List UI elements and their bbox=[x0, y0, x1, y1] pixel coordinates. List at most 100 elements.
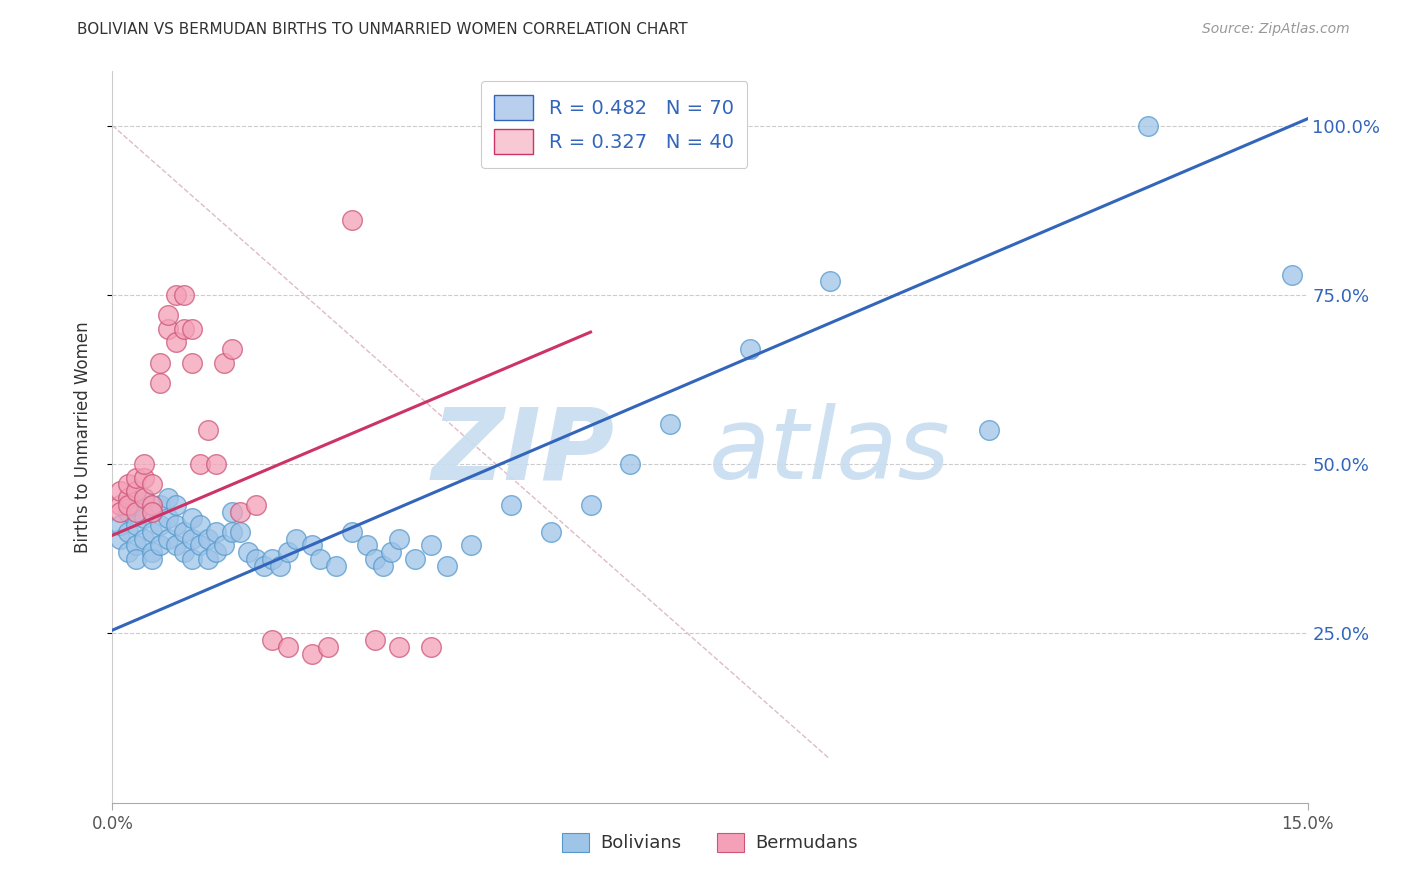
Point bbox=[260, 633, 283, 648]
Point bbox=[188, 538, 211, 552]
Point bbox=[149, 518, 172, 533]
Y-axis label: Births to Unmarried Women: Births to Unmarried Women bbox=[73, 321, 91, 553]
Point bbox=[149, 538, 172, 552]
Point bbox=[125, 484, 148, 499]
Point bbox=[364, 633, 387, 648]
Point bbox=[157, 511, 180, 525]
Point bbox=[173, 524, 195, 539]
Point bbox=[141, 477, 163, 491]
Point bbox=[188, 518, 211, 533]
Point bbox=[260, 552, 283, 566]
Point bbox=[157, 308, 180, 322]
Point bbox=[738, 342, 761, 356]
Point bbox=[117, 505, 139, 519]
Point bbox=[141, 552, 163, 566]
Point bbox=[380, 545, 402, 559]
Point bbox=[205, 545, 228, 559]
Point bbox=[221, 505, 243, 519]
Point bbox=[197, 532, 219, 546]
Text: ZIP: ZIP bbox=[432, 403, 614, 500]
Point bbox=[141, 505, 163, 519]
Point bbox=[404, 552, 426, 566]
Point bbox=[229, 524, 252, 539]
Point bbox=[141, 498, 163, 512]
Point bbox=[110, 532, 132, 546]
Point bbox=[181, 532, 204, 546]
Point bbox=[436, 558, 458, 573]
Point bbox=[165, 518, 187, 533]
Point bbox=[117, 477, 139, 491]
Text: Source: ZipAtlas.com: Source: ZipAtlas.com bbox=[1202, 22, 1350, 37]
Point bbox=[149, 498, 172, 512]
Point bbox=[340, 524, 363, 539]
Point bbox=[181, 355, 204, 369]
Point bbox=[579, 498, 602, 512]
Point bbox=[205, 457, 228, 471]
Point bbox=[619, 457, 641, 471]
Point bbox=[388, 640, 411, 654]
Point bbox=[117, 524, 139, 539]
Point bbox=[165, 335, 187, 350]
Point bbox=[325, 558, 347, 573]
Point bbox=[269, 558, 291, 573]
Point bbox=[141, 524, 163, 539]
Point bbox=[253, 558, 276, 573]
Legend: Bolivians, Bermudans: Bolivians, Bermudans bbox=[555, 826, 865, 860]
Point bbox=[460, 538, 482, 552]
Point bbox=[1281, 268, 1303, 282]
Point bbox=[188, 457, 211, 471]
Point bbox=[125, 518, 148, 533]
Point bbox=[110, 505, 132, 519]
Point bbox=[117, 545, 139, 559]
Point bbox=[212, 538, 235, 552]
Point bbox=[157, 532, 180, 546]
Point bbox=[420, 640, 443, 654]
Point bbox=[356, 538, 378, 552]
Point bbox=[125, 471, 148, 485]
Point bbox=[221, 342, 243, 356]
Point bbox=[197, 552, 219, 566]
Point bbox=[499, 498, 522, 512]
Point bbox=[388, 532, 411, 546]
Point bbox=[659, 417, 682, 431]
Point bbox=[181, 552, 204, 566]
Point bbox=[134, 491, 156, 505]
Point bbox=[125, 538, 148, 552]
Point bbox=[212, 355, 235, 369]
Point bbox=[977, 423, 1000, 437]
Point bbox=[173, 545, 195, 559]
Point bbox=[110, 498, 132, 512]
Point bbox=[165, 288, 187, 302]
Point bbox=[134, 491, 156, 505]
Point bbox=[173, 288, 195, 302]
Point bbox=[125, 498, 148, 512]
Point bbox=[221, 524, 243, 539]
Point bbox=[134, 511, 156, 525]
Point bbox=[165, 498, 187, 512]
Point bbox=[157, 491, 180, 505]
Point bbox=[540, 524, 562, 539]
Point bbox=[205, 524, 228, 539]
Point bbox=[141, 505, 163, 519]
Point bbox=[134, 532, 156, 546]
Point bbox=[301, 538, 323, 552]
Point bbox=[117, 491, 139, 505]
Point bbox=[364, 552, 387, 566]
Text: atlas: atlas bbox=[709, 403, 950, 500]
Point bbox=[373, 558, 395, 573]
Point bbox=[277, 640, 299, 654]
Point bbox=[316, 640, 339, 654]
Point bbox=[1137, 119, 1160, 133]
Point bbox=[236, 545, 259, 559]
Point bbox=[340, 213, 363, 227]
Point bbox=[149, 355, 172, 369]
Point bbox=[181, 322, 204, 336]
Point bbox=[181, 511, 204, 525]
Point bbox=[149, 376, 172, 390]
Point bbox=[125, 505, 148, 519]
Point bbox=[134, 471, 156, 485]
Point bbox=[277, 545, 299, 559]
Point bbox=[117, 498, 139, 512]
Point bbox=[134, 457, 156, 471]
Point bbox=[157, 322, 180, 336]
